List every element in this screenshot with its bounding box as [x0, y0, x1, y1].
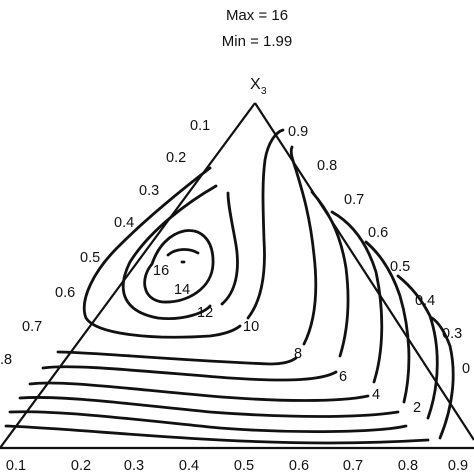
contour-line-2-inner — [396, 274, 439, 420]
contour-line-4 — [28, 381, 370, 402]
bottom-tick-label: 0.3 — [124, 458, 144, 474]
contour-line-16-top — [166, 248, 200, 257]
right-tick-label: 0.3 — [442, 326, 462, 342]
left-tick-label: 0.3 — [139, 183, 159, 199]
contour-line-3a — [18, 396, 400, 418]
right-tick-label: 0.5 — [390, 259, 410, 275]
contour-labels: 16 14 12 10 8 6 4 2 — [153, 263, 421, 416]
right-tick-label: 0.9 — [288, 124, 308, 140]
contour-line-2 — [8, 410, 408, 434]
contour-label-12: 12 — [197, 305, 213, 321]
left-tick-label: 0.6 — [55, 285, 75, 301]
contour-line-10-inner — [246, 128, 285, 320]
bottom-tick-label: 0.2 — [71, 458, 91, 474]
max-label: Max = 16 — [226, 7, 288, 24]
left-tick-label: 0.1 — [190, 118, 210, 134]
bottom-edge-ticks: 0.1 0.2 0.3 0.4 0.5 0.6 0.7 0.8 0.9 — [6, 458, 468, 474]
contour-label-4: 4 — [372, 387, 380, 403]
vertex-label: X — [250, 76, 261, 93]
contour-line-12-inner — [220, 191, 239, 306]
min-label: Min = 1.99 — [222, 33, 292, 50]
left-edge-ticks: 0.1 0.2 0.3 0.4 0.5 0.6 0.7 .8 — [0, 118, 210, 368]
bottom-tick-label: 0.9 — [448, 458, 468, 474]
right-tick-label: 0.7 — [344, 192, 364, 208]
contour-line-8 — [56, 350, 298, 366]
contour-line-8-inner — [289, 145, 318, 346]
contour-line-12 — [121, 184, 218, 320]
right-edge-ticks: 0.9 0.8 0.7 0.6 0.5 0.4 0.3 0 — [288, 124, 470, 377]
bottom-tick-label: 0.5 — [234, 458, 254, 474]
contour-lines — [4, 128, 455, 445]
right-tick-label: 0.4 — [415, 293, 435, 309]
left-tick-label: 0.2 — [166, 150, 186, 166]
bottom-tick-label: 0.7 — [343, 458, 363, 474]
bottom-tick-label: 0.4 — [179, 458, 199, 474]
contour-line-10 — [82, 166, 242, 339]
left-tick-label: .8 — [0, 352, 12, 368]
bottom-tick-label: 0.6 — [289, 458, 309, 474]
left-tick-label: 0.4 — [114, 215, 134, 231]
right-tick-label: 0.6 — [368, 225, 388, 241]
bottom-tick-label: 0.8 — [398, 458, 418, 474]
contour-label-2: 2 — [413, 400, 421, 416]
vertex-label-x3: X 3 — [250, 76, 267, 97]
contour-line-1 — [4, 424, 430, 445]
contour-label-14: 14 — [174, 282, 190, 298]
contour-label-10: 10 — [243, 319, 259, 335]
contour-line-1-inner — [430, 316, 455, 440]
left-tick-label: 0.5 — [80, 250, 100, 266]
right-tick-label: 0 — [462, 361, 470, 377]
contour-line-4-inner — [330, 210, 384, 384]
contour-label-8: 8 — [294, 346, 302, 362]
contour-label-6: 6 — [339, 369, 347, 385]
vertex-label-subscript: 3 — [261, 86, 267, 97]
contour-line-3a-inner — [364, 240, 411, 404]
left-tick-label: 0.7 — [22, 319, 42, 335]
contour-line-6-inner — [310, 190, 350, 358]
right-tick-label: 0.8 — [317, 158, 337, 174]
contour-line-6 — [41, 365, 338, 382]
contour-label-16: 16 — [153, 263, 169, 279]
bottom-tick-label: 0.1 — [6, 458, 26, 474]
contour-line-14 — [143, 229, 215, 304]
